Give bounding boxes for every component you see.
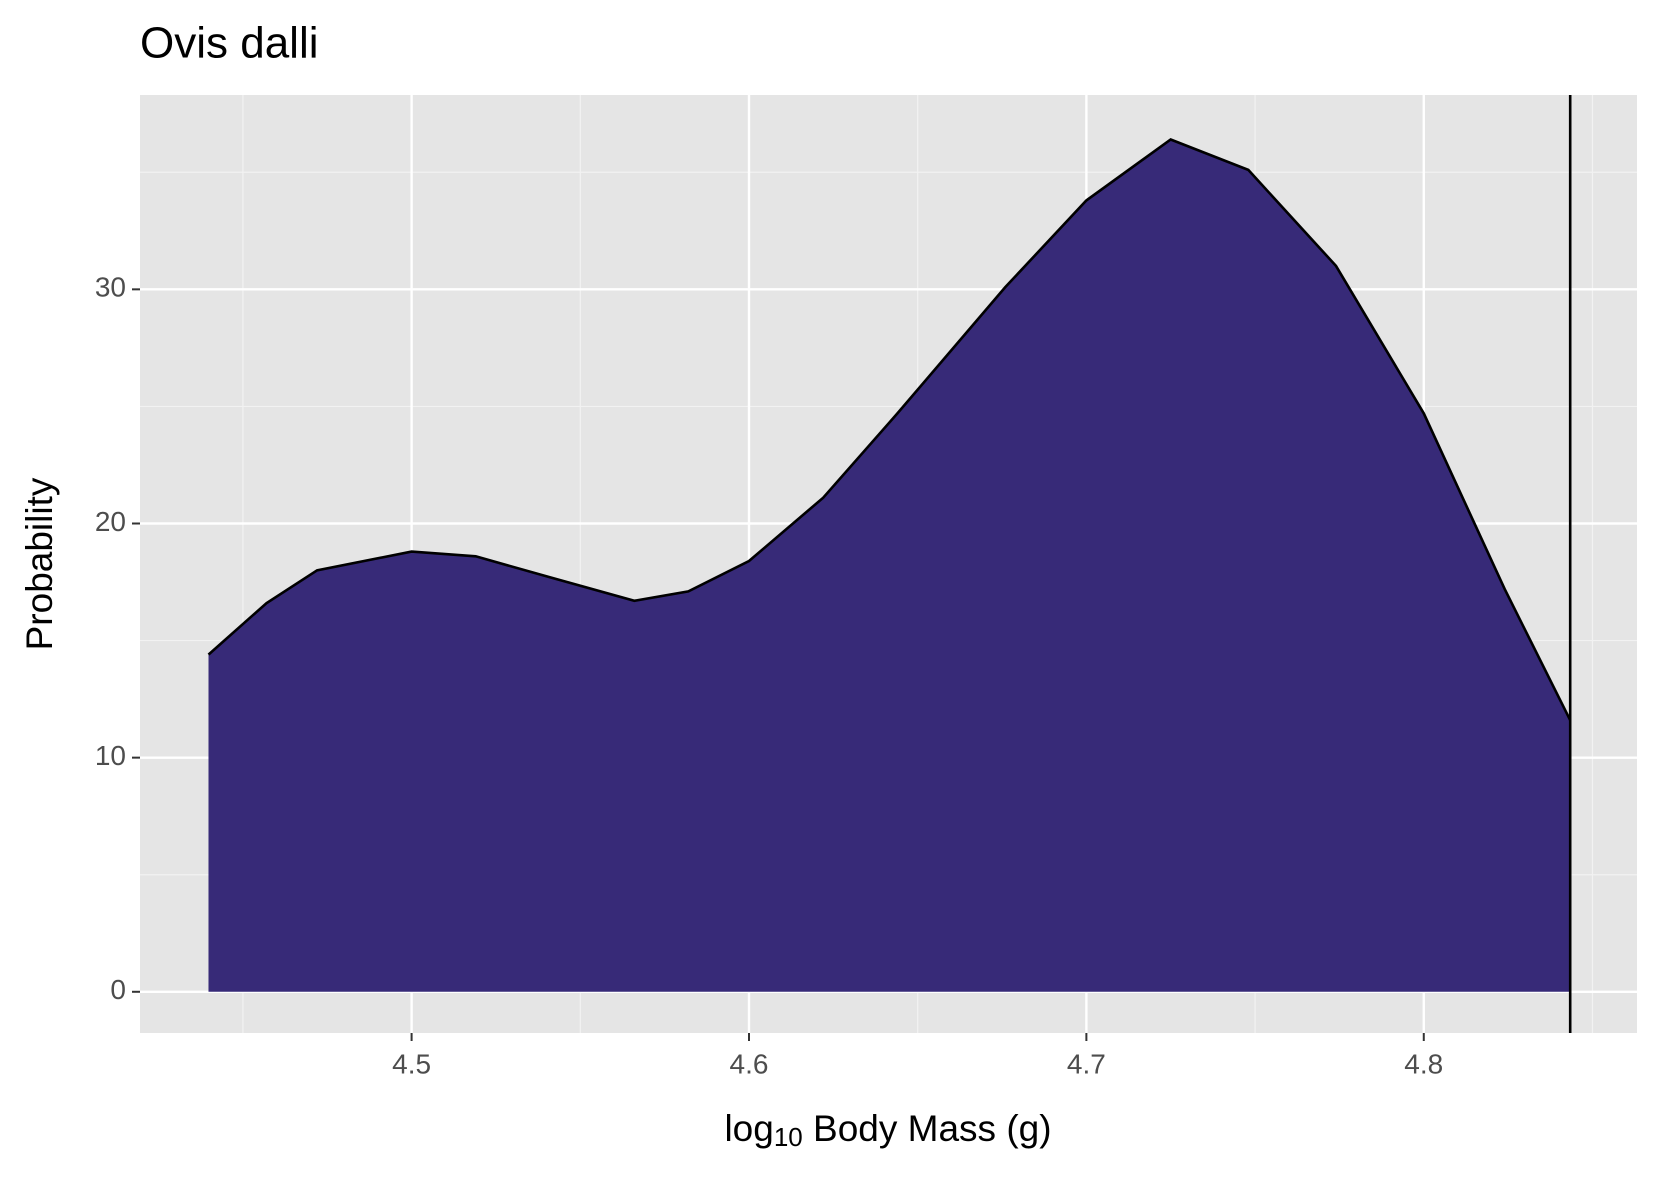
x-tick-label: 4.5	[392, 1048, 431, 1079]
x-tick-label: 4.8	[1404, 1048, 1443, 1079]
x-tick-label: 4.6	[730, 1048, 769, 1079]
x-label-rest: Body Mass (g)	[803, 1108, 1052, 1149]
chart-title: Ovis dalli	[140, 19, 319, 68]
y-tick-label: 30	[95, 272, 126, 303]
y-tick-label: 20	[95, 506, 126, 537]
density-area	[208, 139, 1571, 992]
y-axis-label: Probability	[19, 477, 60, 650]
x-label-subscript: 10	[774, 1122, 803, 1152]
y-tick-label: 10	[95, 740, 126, 771]
x-tick-label: 4.7	[1067, 1048, 1106, 1079]
density-line	[207, 138, 1572, 721]
x-axis-label: log10 Body Mass (g)	[724, 1108, 1051, 1152]
y-tick-label: 0	[110, 974, 126, 1005]
x-label-base: log	[724, 1108, 773, 1149]
